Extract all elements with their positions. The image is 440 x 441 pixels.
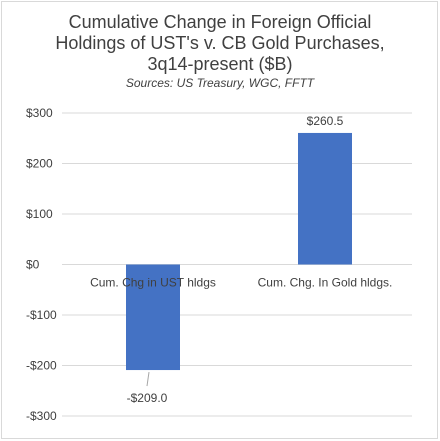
y-tick-label: $200 [26,157,53,171]
y-tick-label: $100 [26,207,53,221]
y-tick-label: -$200 [26,359,57,373]
chart-title-line-2: Holdings of UST's v. CB Gold Purchases, [55,33,385,53]
data-label-leader-line [146,371,150,387]
chart-title-line-3: 3q14-present ($B) [147,54,293,74]
x-category-label: Cum. Chg. In Gold hldgs. [258,276,393,290]
y-tick-label: -$300 [26,409,57,423]
y-tick-label: -$100 [26,308,57,322]
y-tick-label: $0 [26,258,40,272]
data-label: -$209.0 [127,391,168,405]
x-category-label: Cum. Chg in UST hldgs [90,276,216,290]
chart-subtitle: Sources: US Treasury, WGC, FFTT [125,76,315,90]
data-label: $260.5 [307,114,344,128]
chart-title-line-1: Cumulative Change in Foreign Official [68,12,372,32]
y-tick-label: $300 [26,106,53,120]
bar [126,264,180,371]
bar [298,132,352,265]
